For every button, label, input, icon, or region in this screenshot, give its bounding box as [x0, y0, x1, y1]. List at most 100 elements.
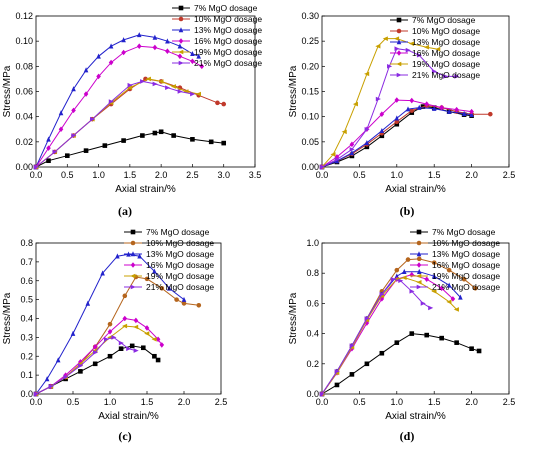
x-tick-label: 0.5 — [353, 397, 366, 407]
x-tick-label: 1.0 — [391, 170, 404, 180]
legend-entry: 19% MgO dosage — [432, 271, 500, 281]
y-axis-label: Stress/MPa — [288, 65, 299, 117]
data-point — [423, 44, 430, 50]
data-point — [121, 138, 126, 143]
series-2 — [319, 103, 493, 170]
series-6 — [319, 276, 434, 397]
data-point — [446, 267, 452, 273]
chart-panel-1: 0.0 0.5 1.0 1.5 2.0 2.5 3.0 3.5 0.00 0.02 0.04 0.06… — [2, 3, 262, 218]
data-point — [387, 64, 393, 69]
data-point — [431, 260, 437, 265]
data-point — [129, 343, 135, 349]
data-point — [349, 147, 355, 152]
data-point — [152, 353, 157, 359]
data-point — [379, 292, 385, 297]
data-point — [100, 270, 105, 276]
data-point — [431, 289, 437, 294]
data-point — [461, 276, 467, 282]
legend-entry: 16% MgO dosage — [146, 260, 214, 270]
y-tick-label: 0.00 — [301, 162, 319, 172]
y-tick-label: 0.00 — [15, 162, 33, 172]
data-point — [152, 268, 157, 274]
data-point — [416, 52, 423, 58]
legend-entry: 13% MgO dosage — [194, 25, 262, 35]
data-point — [416, 279, 422, 285]
data-point — [133, 348, 139, 353]
x-axis-label: Axial strain/% — [385, 184, 446, 195]
data-point — [454, 106, 459, 113]
data-point — [144, 331, 150, 336]
data-point — [405, 47, 411, 53]
data-point — [174, 297, 179, 302]
legend-swatch-marker — [416, 262, 422, 268]
x-tick-label: 2.0 — [465, 397, 478, 407]
data-point — [364, 361, 370, 367]
data-point — [435, 46, 441, 52]
y-tick-label: 0.1 — [20, 370, 33, 380]
legend-swatch-marker — [130, 284, 136, 290]
data-point — [111, 335, 117, 340]
data-point — [90, 116, 96, 122]
legend-entry: 7% MgO dosage — [432, 227, 496, 237]
x-tick-label: 1.5 — [428, 397, 441, 407]
series-line — [35, 253, 185, 395]
legend-swatch-marker — [396, 72, 402, 78]
data-point — [208, 139, 214, 145]
series-1 — [319, 104, 474, 170]
data-point — [195, 91, 201, 97]
data-point — [122, 315, 128, 322]
legend-entry: 7% MgO dosage — [146, 227, 210, 237]
legend-entry: 13% MgO dosage — [412, 37, 480, 47]
data-point — [78, 363, 84, 368]
data-point — [159, 286, 165, 291]
data-point — [136, 32, 142, 38]
data-point — [364, 140, 370, 146]
x-tick-label: 0.0 — [30, 170, 43, 180]
legend-entry: 19% MgO dosage — [194, 47, 262, 57]
data-point — [382, 36, 388, 41]
data-point — [108, 59, 114, 66]
y-axis-label: Stress/MPa — [288, 292, 299, 344]
data-point — [394, 119, 400, 124]
data-point — [141, 345, 146, 351]
series-3 — [319, 104, 474, 170]
legend-entry: 13% MgO dosage — [146, 249, 214, 259]
data-point — [122, 323, 128, 329]
data-point — [473, 286, 478, 291]
data-point — [144, 325, 150, 331]
data-point — [394, 273, 400, 279]
legend-swatch-marker — [396, 17, 402, 23]
y-tick-label: 0.10 — [301, 112, 319, 122]
legend-entry: 21% MgO dosage — [432, 282, 500, 292]
data-point — [155, 336, 161, 343]
data-point — [33, 391, 39, 397]
data-point — [443, 74, 449, 79]
data-point — [96, 53, 101, 59]
panel-caption: (d) — [400, 429, 415, 443]
y-tick-label: 0.3 — [20, 332, 33, 342]
data-point — [364, 71, 370, 77]
data-point — [70, 330, 76, 336]
data-point — [341, 129, 347, 135]
legend-entry: 10% MgO dosage — [194, 14, 262, 24]
data-point — [349, 372, 355, 377]
data-point — [453, 307, 459, 312]
data-point — [44, 376, 50, 382]
x-tick-label: 2.0 — [155, 170, 168, 180]
legend-swatch-marker — [130, 251, 136, 257]
data-point — [221, 140, 227, 146]
data-point — [379, 350, 385, 356]
series-6 — [319, 46, 460, 170]
x-tick-label: 0.0 — [30, 397, 43, 407]
y-tick-label: 0.25 — [301, 36, 319, 46]
data-point — [181, 301, 187, 306]
series-line — [321, 278, 431, 395]
data-point — [458, 294, 463, 300]
data-point — [166, 285, 172, 291]
x-tick-label: 2.5 — [215, 397, 228, 407]
data-point — [140, 79, 146, 84]
y-tick-label: 0.10 — [15, 36, 33, 46]
data-point — [334, 154, 340, 160]
data-point — [171, 133, 176, 138]
